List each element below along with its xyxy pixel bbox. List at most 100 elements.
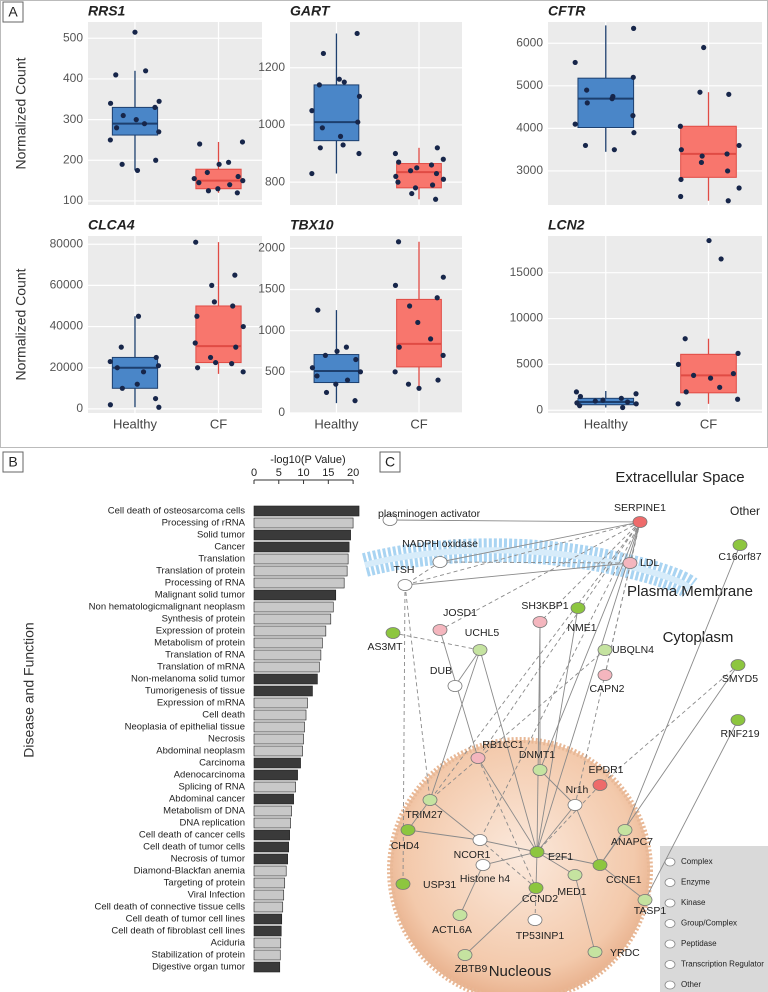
data-point bbox=[107, 100, 114, 106]
node-label: CCNE1 bbox=[606, 874, 642, 886]
data-point bbox=[196, 180, 202, 186]
node-label: EPDR1 bbox=[588, 764, 623, 776]
data-point bbox=[120, 112, 126, 119]
edge bbox=[477, 757, 538, 853]
x-tick-label: 20 bbox=[347, 467, 359, 479]
category-label: Necrosis of tumor bbox=[171, 854, 245, 865]
bar bbox=[253, 505, 360, 517]
data-point bbox=[113, 125, 120, 131]
bar bbox=[253, 685, 313, 697]
y-tick-label: 5000 bbox=[516, 78, 543, 92]
chart-title: RRS1 bbox=[88, 3, 126, 19]
category-label: Metabolism of protein bbox=[154, 638, 245, 649]
data-point bbox=[393, 173, 399, 180]
node bbox=[632, 516, 648, 528]
data-point bbox=[319, 125, 325, 131]
edge bbox=[536, 784, 601, 853]
compartment-label: Other bbox=[730, 504, 760, 518]
compartment-label: Extracellular Space bbox=[615, 469, 744, 486]
y-tick-label: 4000 bbox=[516, 121, 543, 135]
y-tick-label: 5000 bbox=[516, 357, 543, 371]
node-label: CCND2 bbox=[522, 893, 558, 905]
data-point bbox=[409, 190, 415, 197]
compartment-label: Nucleous bbox=[489, 963, 552, 980]
chart-title: CFTR bbox=[548, 3, 586, 19]
data-point bbox=[309, 108, 315, 114]
data-point bbox=[726, 91, 732, 97]
y-tick-label: 1000 bbox=[258, 117, 285, 131]
data-point bbox=[355, 119, 361, 125]
data-point bbox=[675, 401, 681, 407]
y-tick-label: 500 bbox=[63, 30, 83, 44]
data-point bbox=[156, 404, 162, 410]
data-point bbox=[407, 168, 414, 174]
data-point bbox=[113, 72, 119, 78]
node-label: RNF219 bbox=[720, 728, 759, 740]
data-point bbox=[216, 161, 222, 167]
data-point bbox=[433, 170, 440, 177]
node bbox=[400, 824, 416, 836]
edge bbox=[535, 851, 538, 889]
node-label: NME1 bbox=[567, 622, 596, 634]
data-point bbox=[395, 239, 402, 245]
data-point bbox=[592, 398, 598, 404]
edge bbox=[404, 562, 631, 586]
data-point bbox=[153, 157, 159, 163]
y-tick-label: 400 bbox=[63, 71, 83, 85]
node-label: plasminogen activator bbox=[378, 508, 481, 520]
data-point bbox=[435, 377, 441, 383]
node bbox=[732, 539, 748, 551]
x-tick-label: CF bbox=[210, 416, 227, 431]
node bbox=[587, 946, 603, 958]
data-point bbox=[675, 361, 681, 367]
node bbox=[527, 914, 543, 926]
node-label: NCOR1 bbox=[454, 849, 491, 861]
data-point bbox=[191, 175, 197, 182]
category-label: Carcinoma bbox=[199, 758, 246, 769]
data-point bbox=[213, 359, 219, 366]
category-label: Cell death of tumor cells bbox=[143, 842, 245, 853]
legend-symbol bbox=[664, 878, 676, 887]
y-tick-label: 0 bbox=[278, 405, 285, 419]
data-point bbox=[577, 403, 583, 409]
category-label: Translation bbox=[198, 554, 245, 565]
y-tick-label: 3000 bbox=[516, 163, 543, 177]
data-point bbox=[724, 151, 730, 157]
data-point bbox=[609, 96, 615, 102]
node bbox=[597, 644, 613, 656]
bar bbox=[253, 709, 307, 721]
bar bbox=[253, 781, 296, 793]
category-label: Cell death of osteosarcoma cells bbox=[108, 506, 246, 517]
box bbox=[313, 354, 360, 384]
data-point bbox=[415, 319, 421, 326]
data-point bbox=[235, 173, 241, 180]
data-point bbox=[239, 139, 246, 145]
legend-box bbox=[660, 846, 768, 992]
data-point bbox=[356, 93, 363, 99]
box bbox=[195, 168, 242, 190]
data-point bbox=[707, 375, 714, 381]
edge bbox=[479, 649, 538, 853]
data-point bbox=[392, 369, 398, 375]
bar bbox=[253, 865, 287, 877]
legend-label: Kinase bbox=[681, 898, 706, 907]
data-point bbox=[119, 385, 125, 391]
data-point bbox=[429, 182, 436, 188]
data-point bbox=[698, 159, 705, 166]
bar bbox=[253, 901, 284, 913]
data-point bbox=[135, 313, 142, 319]
data-point bbox=[192, 340, 198, 346]
node bbox=[472, 834, 488, 846]
legend-label: Other bbox=[681, 980, 701, 989]
data-point bbox=[630, 74, 636, 80]
data-point bbox=[356, 150, 362, 157]
node bbox=[457, 949, 473, 961]
data-point bbox=[194, 313, 200, 319]
data-point bbox=[134, 381, 140, 387]
category-label: Targeting of protein bbox=[164, 878, 245, 889]
edge bbox=[539, 521, 641, 623]
node-label: USP31 bbox=[423, 879, 456, 891]
data-point bbox=[396, 344, 402, 350]
edge bbox=[479, 839, 538, 853]
